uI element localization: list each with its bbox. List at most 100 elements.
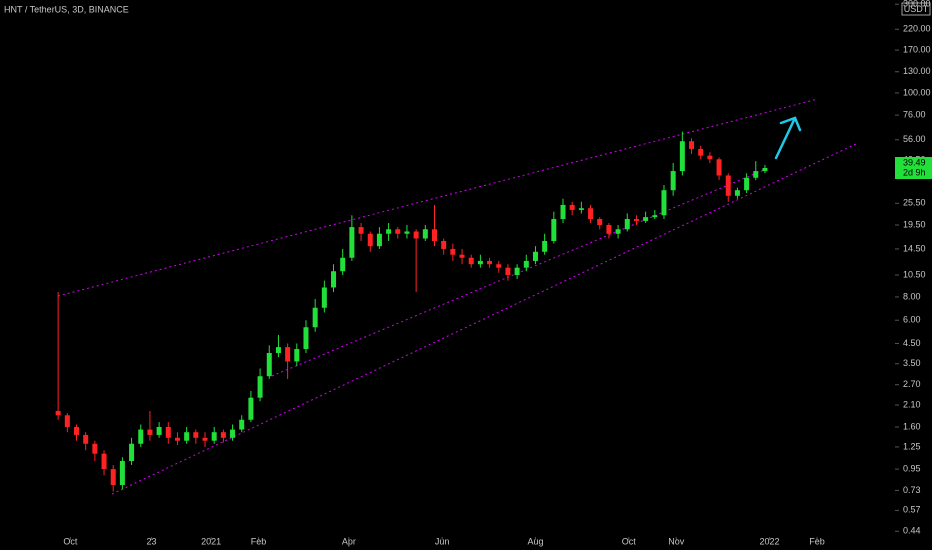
x-tick-label: Jun — [435, 536, 450, 546]
candle-body — [615, 229, 621, 234]
currency: USDT — [904, 4, 929, 14]
x-tick-label: Feb — [809, 536, 825, 546]
candle-body — [560, 204, 566, 220]
countdown: 2d 9h — [903, 167, 926, 177]
candle-body — [321, 287, 327, 308]
candle-body — [331, 271, 337, 288]
candle-body — [679, 141, 685, 172]
y-tick-label: 2.70 — [903, 379, 921, 389]
y-tick-label: 14.50 — [903, 243, 926, 253]
candle-body — [73, 426, 79, 435]
y-tick-label: 19.50 — [903, 219, 926, 229]
candle-body — [174, 437, 180, 441]
y-tick-label: 0.44 — [903, 526, 921, 536]
arrow — [774, 116, 802, 160]
x-tick-label: Feb — [251, 536, 267, 546]
candle-body — [184, 432, 190, 441]
candle-body — [762, 168, 768, 172]
candle-body — [138, 429, 144, 444]
chart-title: HNT / TetherUS, 3D, BINANCE — [4, 4, 129, 14]
candle-body — [652, 215, 658, 218]
candle-body — [569, 204, 575, 210]
y-tick-label: 220.00 — [903, 24, 931, 34]
y-tick-label: 100.00 — [903, 87, 931, 97]
y-tick-label: 1.25 — [903, 441, 921, 451]
candle-body — [725, 175, 731, 196]
candle-body — [487, 260, 493, 265]
candle-body — [220, 432, 226, 438]
y-tick-label: 1.60 — [903, 421, 921, 431]
x-tick-label: Apr — [342, 536, 356, 546]
candle-body — [551, 219, 557, 241]
y-tick-label: 0.95 — [903, 463, 921, 473]
candle-body — [83, 434, 89, 444]
y-tick-label: 3.50 — [903, 358, 921, 368]
candle-body — [119, 461, 125, 486]
candle-body — [386, 229, 392, 234]
candle-body — [588, 208, 594, 220]
candle-body — [441, 240, 447, 249]
trend-line — [57, 98, 819, 297]
candle-body — [248, 397, 254, 420]
candle-body — [285, 347, 291, 362]
x-tick-label: 2021 — [201, 536, 221, 546]
candle-body — [542, 240, 548, 252]
x-tick-label: Aug — [527, 536, 543, 546]
candle-body — [532, 251, 538, 261]
candle-body — [349, 227, 355, 258]
candle-body — [633, 219, 639, 221]
candle-body — [523, 260, 529, 268]
candle-body — [156, 426, 162, 435]
x-tick-label: Oct — [622, 536, 637, 546]
candle-body — [129, 443, 135, 462]
arrow-head — [779, 116, 802, 132]
y-tick-label: 4.50 — [903, 338, 921, 348]
candle-body — [496, 264, 502, 268]
candle-body — [92, 443, 98, 454]
candle-body — [55, 411, 61, 416]
candle-body — [202, 437, 208, 441]
candle-body — [734, 190, 740, 196]
candle-body — [431, 229, 437, 241]
candle-body — [707, 155, 713, 160]
candle-body — [211, 432, 217, 441]
candle-body — [661, 190, 667, 216]
last-price: 39.49 — [903, 157, 926, 167]
candle-body — [294, 349, 300, 362]
price-label-box — [895, 157, 932, 180]
x-tick-label: 2022 — [760, 536, 780, 546]
candle-body — [193, 432, 199, 438]
trend-line — [111, 143, 857, 495]
y-tick-label: 130.00 — [903, 66, 931, 76]
candle-body — [64, 415, 70, 427]
currency-box — [901, 2, 931, 16]
candle-body — [340, 257, 346, 272]
x-tick-label: 23 — [146, 536, 156, 546]
y-tick-label: 0.73 — [903, 485, 921, 495]
candle-body — [239, 419, 245, 430]
y-tick-label: 10.50 — [903, 269, 926, 279]
arrow-shaft — [774, 116, 797, 160]
y-tick-label: 76.00 — [903, 109, 926, 119]
x-tick-label: Oct — [63, 536, 78, 546]
candle-body — [395, 229, 401, 234]
candle-body — [670, 171, 676, 191]
candle-body — [147, 429, 153, 435]
y-tick-label: 170.00 — [903, 44, 931, 54]
candle-body — [165, 426, 171, 438]
candle-body — [578, 208, 584, 210]
y-tick-label: 6.00 — [903, 315, 921, 325]
y-tick-label: 25.50 — [903, 198, 926, 208]
candle-body — [505, 267, 511, 276]
y-tick-label: 8.00 — [903, 291, 921, 301]
y-tick-label: 2.10 — [903, 399, 921, 409]
candle-body — [413, 231, 419, 239]
candle-body — [459, 254, 465, 258]
candle-body — [597, 219, 603, 226]
candle-body — [110, 469, 116, 486]
candle-body — [230, 429, 236, 438]
candle-body — [266, 352, 272, 377]
